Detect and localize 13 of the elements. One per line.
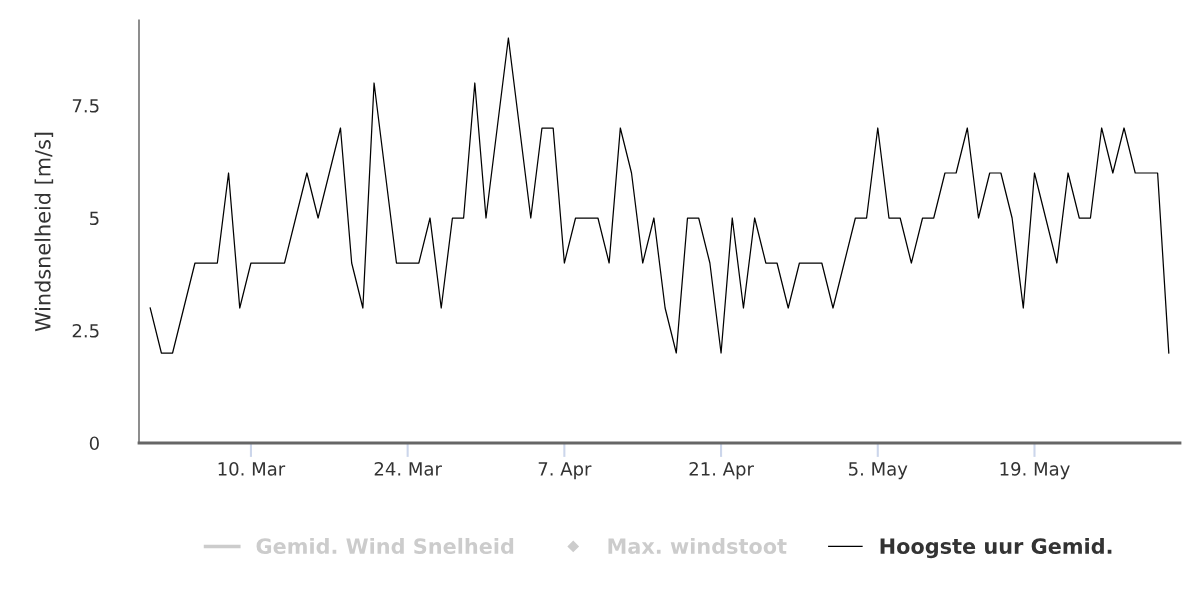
y-tick-label: 0 bbox=[89, 436, 99, 451]
x-tick-label: 10. Mar bbox=[218, 462, 286, 476]
y-tick-label: 7.5 bbox=[72, 99, 99, 113]
y-tick-label: 5 bbox=[90, 211, 99, 226]
legend-label: Hoogste uur Gemid. bbox=[880, 537, 1112, 559]
x-tick-label: 19. May bbox=[1000, 462, 1070, 480]
y-tick-label: 2.5 bbox=[72, 323, 99, 338]
x-tick-label: 21. Apr bbox=[689, 462, 754, 480]
x-tick-label: 24. Mar bbox=[374, 462, 442, 476]
y-axis-title: Windsnelheid [m/s] bbox=[34, 132, 54, 332]
x-tick-label: 7. Apr bbox=[538, 462, 592, 480]
line-series bbox=[149, 37, 1170, 354]
x-tick-label: 5. May bbox=[849, 462, 908, 480]
